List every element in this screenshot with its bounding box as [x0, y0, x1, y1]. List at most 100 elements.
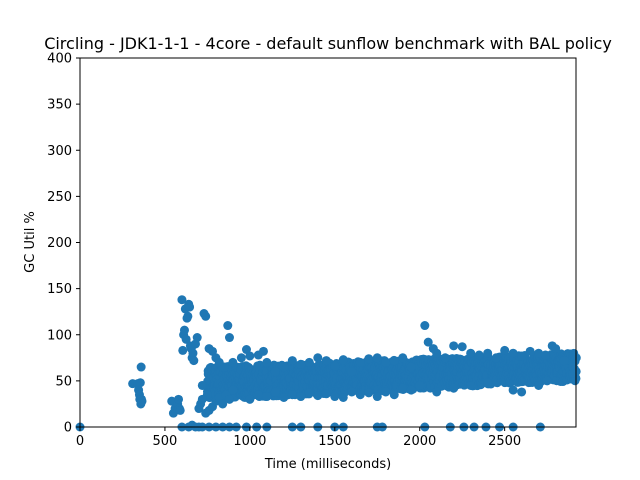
- data-point: [347, 367, 357, 377]
- data-point: [420, 321, 430, 331]
- data-point: [296, 359, 306, 369]
- data-point: [559, 356, 569, 366]
- data-point: [406, 362, 416, 372]
- data-point: [197, 394, 207, 404]
- data-point: [236, 353, 246, 363]
- data-point: [321, 356, 331, 366]
- data-point: [542, 376, 552, 386]
- y-tick-label: 50: [55, 374, 72, 389]
- data-point: [432, 387, 442, 397]
- data-point: [188, 348, 198, 358]
- data-point: [364, 354, 374, 364]
- data-point: [262, 392, 272, 402]
- data-point: [432, 348, 442, 358]
- data-point: [466, 348, 476, 358]
- data-point: [223, 321, 233, 331]
- data-point: [466, 380, 476, 390]
- data-point: [197, 380, 207, 390]
- y-tick-label: 350: [47, 98, 72, 113]
- data-point: [551, 344, 561, 354]
- data-point: [500, 345, 510, 355]
- data-point: [279, 392, 289, 402]
- data-point: [381, 387, 391, 397]
- x-tick-label: 0: [76, 434, 84, 449]
- data-point: [534, 380, 544, 390]
- y-tick-label: 0: [64, 421, 72, 436]
- data-point: [570, 367, 580, 377]
- data-point: [508, 385, 518, 395]
- data-point: [440, 353, 450, 363]
- data-point: [313, 391, 323, 401]
- data-point: [175, 405, 185, 415]
- data-point: [135, 378, 145, 388]
- data-point: [270, 387, 280, 397]
- data-point: [228, 385, 238, 395]
- y-axis-ticks: 0 50 100 150 200 250 300 350 400: [47, 52, 80, 436]
- data-point: [457, 342, 467, 352]
- data-point: [224, 333, 234, 343]
- x-tick-label: 2000: [403, 434, 436, 449]
- data-point: [398, 353, 408, 363]
- data-point: [423, 337, 433, 347]
- data-point: [245, 351, 255, 361]
- data-points: [75, 295, 581, 432]
- data-point: [508, 348, 518, 358]
- data-point: [245, 394, 255, 404]
- data-point: [372, 392, 382, 402]
- data-point: [304, 357, 314, 367]
- x-tick-label: 1500: [318, 434, 351, 449]
- data-point: [137, 396, 147, 406]
- y-tick-label: 250: [47, 190, 72, 205]
- x-tick-label: 2500: [488, 434, 521, 449]
- data-point: [330, 361, 340, 371]
- x-tick-label: 1000: [233, 434, 266, 449]
- data-point: [287, 356, 297, 366]
- data-point: [330, 392, 340, 402]
- data-point: [338, 355, 348, 365]
- data-point: [483, 348, 493, 358]
- data-point: [347, 387, 357, 397]
- data-point: [398, 383, 408, 393]
- data-point: [338, 392, 348, 402]
- data-point: [219, 362, 229, 372]
- data-point: [415, 380, 425, 390]
- data-point: [179, 325, 189, 335]
- data-point: [491, 353, 501, 363]
- data-point: [296, 392, 306, 402]
- data-point: [525, 346, 535, 356]
- data-point: [449, 341, 459, 351]
- data-point: [474, 350, 484, 360]
- y-tick-label: 100: [47, 328, 72, 343]
- data-point: [279, 362, 289, 372]
- data-point: [178, 345, 188, 355]
- chart-title: Circling - JDK1-1-1 - 4core - default su…: [44, 34, 612, 53]
- data-point: [540, 350, 550, 360]
- data-point: [201, 311, 211, 321]
- data-point: [381, 357, 391, 367]
- data-point: [517, 387, 527, 397]
- data-point: [364, 388, 374, 398]
- data-point: [136, 362, 146, 372]
- data-point: [321, 389, 331, 399]
- data-point: [517, 351, 527, 361]
- data-point: [224, 394, 234, 404]
- data-point: [449, 383, 459, 393]
- data-point: [389, 356, 399, 366]
- data-point: [218, 399, 228, 409]
- data-point: [185, 302, 195, 312]
- x-axis-ticks: 0 500 1000 1500 2000 2500: [76, 427, 521, 449]
- data-point: [183, 311, 193, 321]
- data-point: [406, 385, 416, 395]
- y-tick-label: 300: [47, 144, 72, 159]
- y-tick-label: 150: [47, 282, 72, 297]
- data-point: [355, 357, 365, 367]
- data-point: [270, 367, 280, 377]
- data-point: [258, 346, 268, 356]
- data-point: [389, 390, 399, 400]
- data-point: [262, 357, 272, 367]
- data-point: [228, 357, 238, 367]
- data-point: [192, 333, 202, 343]
- data-point: [313, 353, 323, 363]
